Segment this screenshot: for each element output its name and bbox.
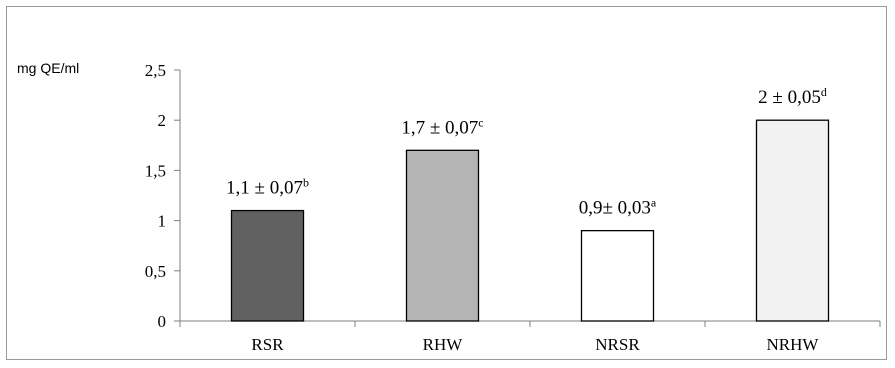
y-tick-label: 1 xyxy=(158,212,167,231)
data-label: 1,1 ± 0,07b xyxy=(226,176,309,199)
y-tick-label: 2,5 xyxy=(145,61,166,80)
bar-rhw xyxy=(405,149,480,322)
bar-rsr xyxy=(230,209,305,322)
data-label: 0,9± 0,03a xyxy=(579,196,657,219)
data-label-significance: c xyxy=(478,115,483,129)
data-label-value: 1,7 ± 0,07 xyxy=(401,117,478,138)
data-label-significance: b xyxy=(303,176,309,190)
bar-nrhw xyxy=(755,119,830,322)
bar-nrsr xyxy=(580,229,655,322)
y-tick-label: 2 xyxy=(158,111,167,130)
x-category-label: NRHW xyxy=(767,335,820,354)
x-category-label: RHW xyxy=(423,335,464,354)
y-axis-unit-label: mg QE/ml xyxy=(17,60,80,76)
data-label-value: 0,9± 0,03 xyxy=(579,198,651,219)
y-tick-label: 1,5 xyxy=(145,161,166,180)
x-category-label: NRSR xyxy=(595,335,640,354)
data-label-significance: d xyxy=(821,85,827,99)
y-tick-label: 0,5 xyxy=(145,262,166,281)
y-tick-label: 0 xyxy=(158,312,167,331)
data-label-value: 2 ± 0,05 xyxy=(758,87,821,108)
data-label-significance: a xyxy=(651,196,657,210)
data-label: 1,7 ± 0,07c xyxy=(401,115,483,138)
data-label: 2 ± 0,05d xyxy=(758,85,827,108)
data-label-value: 1,1 ± 0,07 xyxy=(226,178,303,199)
x-category-label: RSR xyxy=(251,335,284,354)
